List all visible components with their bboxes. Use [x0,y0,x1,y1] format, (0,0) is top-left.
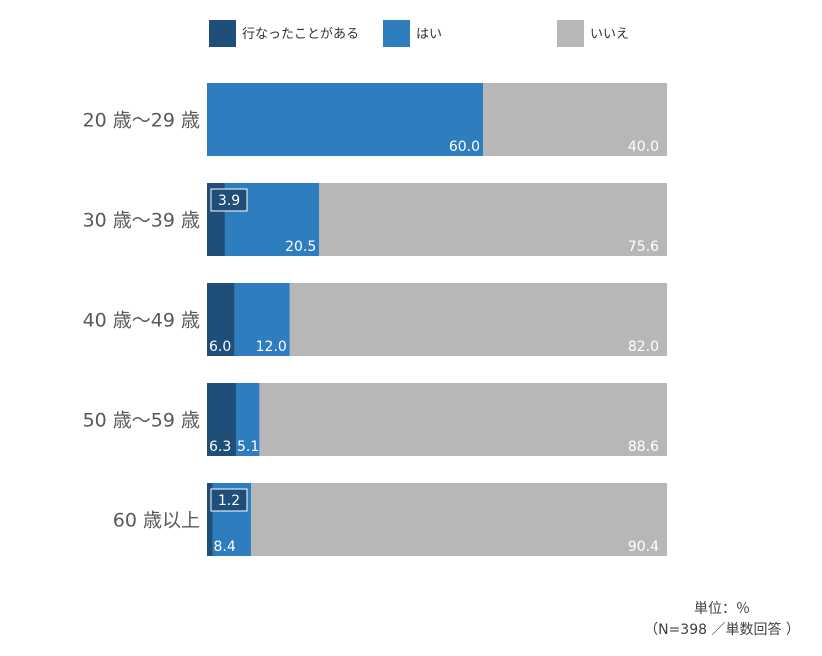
value-label-4-1: 6.3 [209,439,231,455]
bar-segment-2-3 [319,183,667,256]
value-label-3-3: 82.0 [628,339,659,355]
unit-label: 単位：％ [694,601,750,617]
category-label-5: 60 歳以上 [113,510,200,532]
legend-swatch-3 [557,20,584,47]
value-label-5-1: 1.2 [218,493,240,509]
sample-note: （N=398 ／単数回答 ） [644,621,800,638]
value-callout-box-5 [210,488,248,512]
legend-label-1: 行なったことがある [242,27,359,42]
category-label-1: 20 歳～29 歳 [83,110,200,132]
bar-segment-4-1 [207,383,236,456]
value-label-2-1: 3.9 [218,193,240,209]
legend-swatch-1 [209,20,236,47]
category-label-3: 40 歳～49 歳 [83,310,200,332]
value-labels: 60.0 40.0 3.9 20.5 75.6 6.0 12.0 82.0 6.3 5.1 88.6… [209,139,659,555]
value-label-5-3: 90.4 [628,539,659,555]
legend-swatch-2 [383,20,410,47]
bars [207,83,667,556]
bar-segment-5-3 [251,483,667,556]
value-label-5-2: 8.4 [214,539,236,555]
bar-segment-1-2 [207,83,483,156]
value-label-3-1: 6.0 [209,339,231,355]
value-label-1-3: 40.0 [628,139,659,155]
value-label-4-2: 5.1 [237,439,259,455]
bar-segment-5-1 [207,483,213,556]
value-label-2-3: 75.6 [628,239,659,255]
bar-segment-4-2 [235,383,260,456]
bar-segment-3-2 [234,283,290,356]
bar-segment-4-3 [259,383,667,456]
value-label-4-3: 88.6 [628,439,659,455]
value-label-1-2: 60.0 [449,139,480,155]
legend-label-3: いいえ [590,27,629,42]
legend: 行なったことがある はい いいえ [209,20,629,47]
category-label-4: 50 歳～59 歳 [83,410,200,432]
bar-segment-1-3 [483,83,667,156]
category-label-2: 30 歳～39 歳 [83,210,200,232]
bar-segment-3-1 [207,283,235,356]
value-label-2-2: 20.5 [285,239,316,255]
legend-label-2: はい [416,27,442,42]
value-label-3-2: 12.0 [256,339,287,355]
category-labels: 20 歳～29 歳 30 歳～39 歳 40 歳～49 歳 50 歳～59 歳 60 歳… [83,110,200,532]
value-callout-box-2 [210,188,248,212]
bar-segment-3-3 [289,283,667,356]
